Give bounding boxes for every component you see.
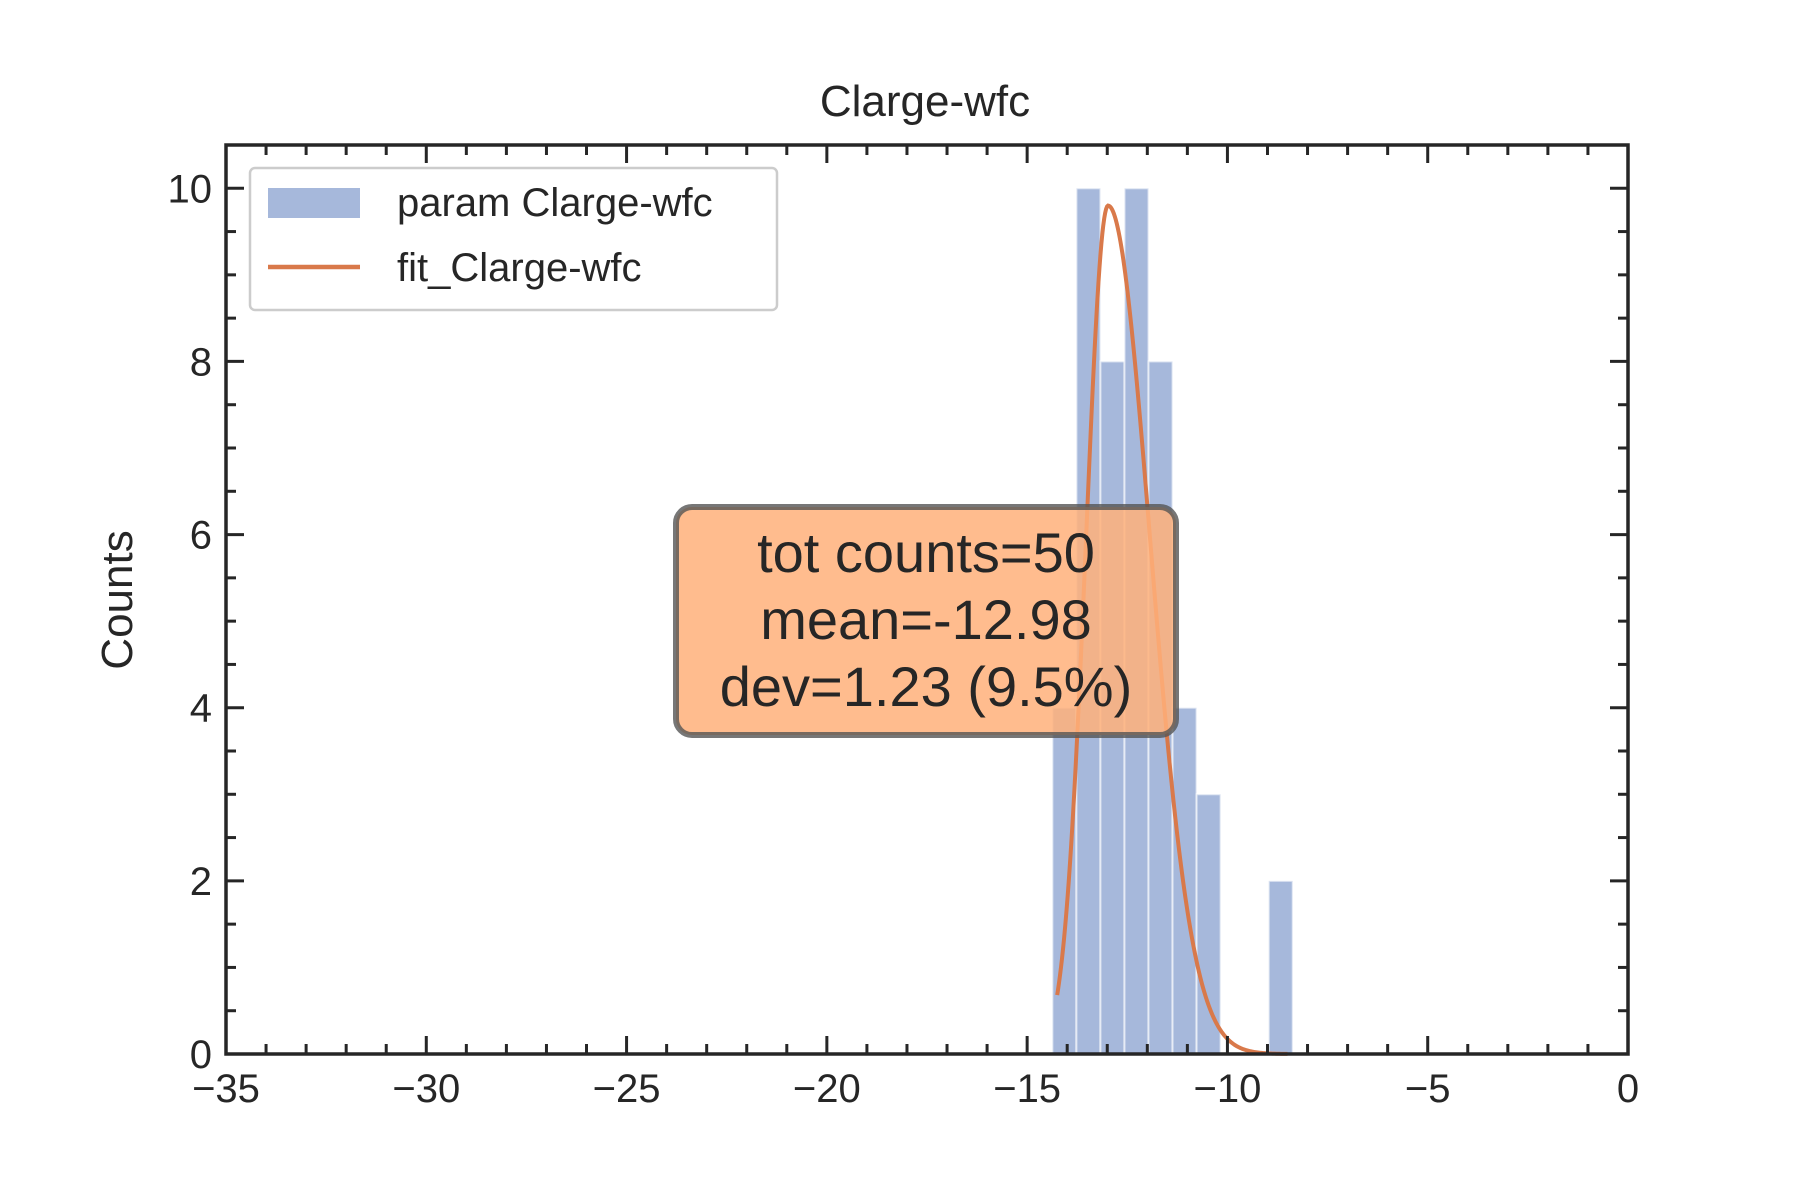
histogram-bar [1051, 706, 1078, 1055]
x-tick-label: 0 [1617, 1067, 1639, 1111]
legend-label-fit: fit_Clarge-wfc [397, 246, 642, 290]
y-tick-label: 8 [190, 340, 212, 384]
chart-title: Clarge-wfc [820, 77, 1030, 126]
legend-frame [248, 166, 779, 312]
fit-curve [1055, 203, 1288, 1056]
y-tick-labels: 0 2 4 6 8 10 [168, 167, 213, 1077]
histogram-bar [1195, 793, 1222, 1055]
y-tick-label: 4 [190, 687, 212, 731]
y-tick-label: 0 [190, 1033, 212, 1077]
stats-deviation: dev=1.23 (9.5%) [720, 655, 1132, 718]
x-tick-label: −10 [1193, 1067, 1261, 1111]
stats-total-counts: tot counts=50 [757, 521, 1095, 584]
stats-box [673, 504, 1179, 738]
legend-swatch-histogram [268, 188, 360, 218]
x-tick-label: −15 [993, 1067, 1061, 1111]
x-tick-labels: −35 −30 −25 −20 −15 −10 −5 0 [192, 1067, 1639, 1111]
y-tick-label: 6 [190, 514, 212, 558]
stats-mean: mean=-12.98 [760, 588, 1092, 651]
y-axis-label: Counts [93, 530, 142, 669]
x-tick-label: −5 [1405, 1067, 1451, 1111]
x-tick-label: −25 [593, 1067, 661, 1111]
legend-label-histogram: param Clarge-wfc [397, 181, 713, 225]
x-tick-label: −30 [392, 1067, 460, 1111]
legend: param Clarge-wfc fit_Clarge-wfc [248, 166, 779, 312]
y-tick-label: 10 [168, 167, 213, 211]
axis-ticks [224, 145, 1630, 1056]
x-tick-label: −35 [192, 1067, 260, 1111]
x-tick-label: −20 [793, 1067, 861, 1111]
y-tick-label: 2 [190, 860, 212, 904]
plot-frame [224, 143, 1630, 1056]
stats-annotation: tot counts=50 mean=-12.98 dev=1.23 (9.5%… [673, 504, 1179, 738]
histogram-bar [1267, 879, 1294, 1055]
